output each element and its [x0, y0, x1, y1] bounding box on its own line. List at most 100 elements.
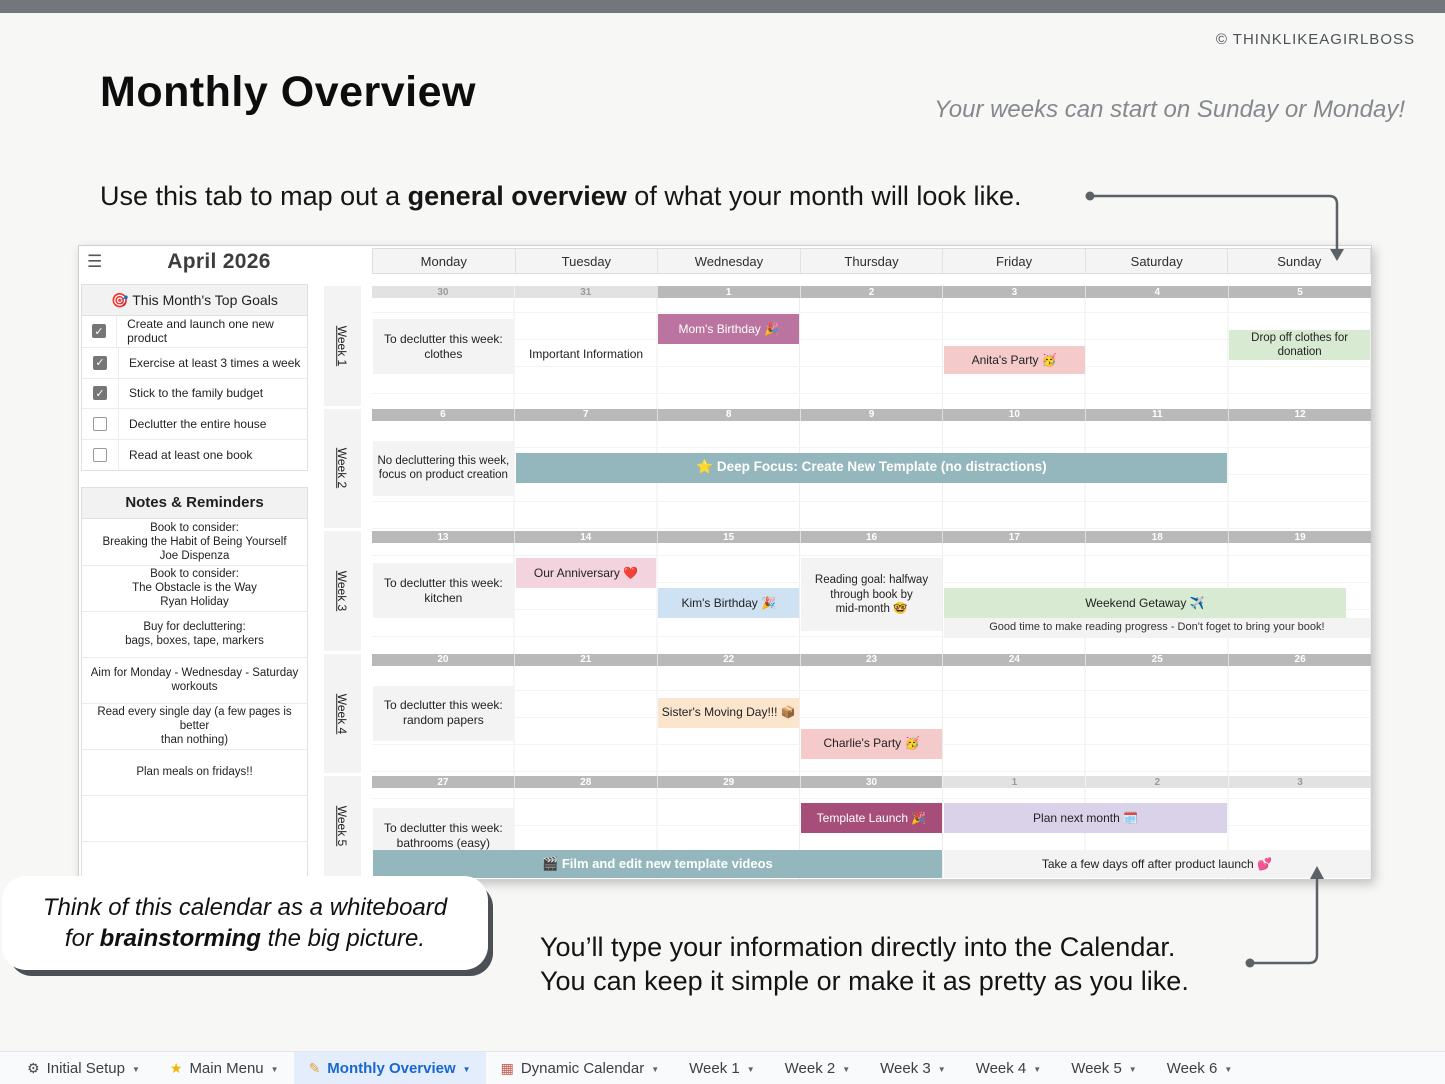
goal-label: Stick to the family budget	[129, 386, 264, 401]
tab-week-4[interactable]: Week 4 ▼	[961, 1052, 1057, 1084]
copyright-text: © THINKLIKEAGIRLBOSS	[1215, 31, 1415, 48]
tab-week-3[interactable]: Week 3 ▼	[865, 1052, 961, 1084]
week-label-block: Week 1	[324, 286, 361, 408]
goal-checkbox[interactable]: ✓	[93, 386, 107, 401]
tab-label: Week 4	[975, 1059, 1027, 1077]
tab-main-menu[interactable]: ★ Main Menu ▼	[155, 1052, 294, 1084]
note-row[interactable]: Aim for Monday - Wednesday - Saturday wor…	[82, 656, 307, 703]
bubble-line2-bold: brainstorming	[99, 925, 261, 952]
calendar-event[interactable]: To declutter this week: clothes	[373, 319, 514, 374]
page-title: Monthly Overview	[100, 68, 476, 116]
calendar-event[interactable]: Plan next month 🗓️	[943, 803, 1228, 834]
week-label: Week 1	[335, 325, 350, 367]
note-row[interactable]: Plan meals on fridays!!	[82, 748, 307, 795]
calendar-event[interactable]: To declutter this week: random papers	[373, 685, 514, 741]
calendar-event[interactable]: Weekend Getaway ✈️	[943, 588, 1346, 619]
date-cell: 25	[1085, 653, 1229, 666]
calendar-event[interactable]: Reading goal: halfway through book by mid-…	[801, 558, 942, 632]
date-cell: 1	[656, 286, 800, 298]
day-header-cell: Thursday	[799, 249, 943, 273]
calendar-icon: ▦	[500, 1059, 514, 1076]
tab-label: Monthly Overview	[327, 1059, 456, 1077]
calendar-event[interactable]: Anita's Party 🥳	[943, 346, 1085, 374]
note-row[interactable]	[82, 794, 307, 841]
intro-prefix: Use this tab to map out a	[100, 181, 408, 211]
checkbox-cell	[82, 440, 119, 470]
note-row[interactable]: Buy for decluttering: bags, boxes, tape, …	[82, 610, 307, 657]
calendar-event[interactable]: To declutter this week: kitchen	[373, 563, 514, 619]
goal-row: ✓ Exercise at least 3 times a week	[82, 346, 307, 378]
day-header-cell: Friday	[942, 249, 1085, 273]
intro-bold: general overview	[407, 181, 627, 211]
calendar-event[interactable]: Good time to make reading progress - Don…	[943, 618, 1370, 639]
tab-week-5[interactable]: Week 5 ▼	[1056, 1052, 1152, 1084]
date-cell: 5	[1228, 286, 1371, 298]
date-cell: 23	[799, 653, 943, 666]
calendar-event[interactable]: Important Information	[529, 346, 644, 361]
arrow-end-dot	[1245, 958, 1255, 968]
top-bar	[0, 0, 1445, 13]
goal-checkbox[interactable]	[93, 448, 107, 463]
goal-checkbox[interactable]	[93, 417, 107, 432]
tab-label: Week 6	[1166, 1059, 1218, 1077]
chevron-down-icon: ▼	[746, 1064, 755, 1074]
date-cell: 6	[372, 408, 514, 421]
calendar-event[interactable]: Sister's Moving Day!!! 📦	[658, 697, 800, 728]
goal-row: ✓ Create and launch one new product	[82, 316, 307, 347]
tab-monthly-overview[interactable]: ✎ Monthly Overview ▼	[293, 1052, 486, 1084]
date-cell: 31	[513, 286, 657, 298]
chevron-down-icon: ▼	[270, 1064, 279, 1074]
date-cell: 4	[1085, 286, 1229, 298]
checkbox-cell: ✓	[82, 347, 119, 378]
date-cell: 29	[656, 776, 800, 789]
page-subtitle: Your weeks can start on Sunday or Monday…	[934, 96, 1405, 123]
day-header-cell: Monday	[420, 253, 467, 269]
date-cell: 1	[942, 776, 1086, 789]
note-row[interactable]	[82, 840, 307, 879]
day-header-cell: Sunday	[1227, 249, 1370, 273]
calendar-event[interactable]: Take a few days off after product launch…	[943, 850, 1370, 879]
date-cell: 24	[942, 653, 1086, 666]
date-cell: 8	[656, 408, 800, 421]
calendar-event[interactable]: Mom's Birthday 🎉	[658, 314, 800, 344]
hamburger-menu-icon[interactable]: ☰	[87, 252, 103, 271]
tab-label: Week 2	[784, 1059, 836, 1077]
tab-week-1[interactable]: Week 1 ▼	[674, 1052, 770, 1084]
date-cell: 12	[1228, 408, 1371, 421]
calendar-event[interactable]: 🎬 Film and edit new template videos	[373, 850, 942, 879]
week-label: Week 5	[335, 805, 350, 847]
chevron-down-icon: ▼	[462, 1064, 471, 1074]
calendar-event[interactable]: Our Anniversary ❤️	[515, 558, 657, 589]
calendar-event[interactable]: No decluttering this week, focus on produ…	[373, 440, 514, 496]
date-cell: 2	[799, 286, 943, 298]
date-cell: 3	[1228, 776, 1371, 789]
tab-week-2[interactable]: Week 2 ▼	[770, 1052, 866, 1084]
note-row[interactable]: Read every single day (a few pages is be…	[82, 702, 307, 749]
goal-checkbox[interactable]: ✓	[92, 324, 107, 339]
day-header-row: Monday Tuesday Wednesday Thursday Friday Satu…	[372, 248, 1371, 274]
tab-label: Dynamic Calendar	[520, 1059, 645, 1077]
note-row[interactable]: Book to consider: Breaking the Habit of B…	[102, 521, 287, 562]
tab-week-6[interactable]: Week 6 ▼	[1152, 1052, 1248, 1084]
tab-dynamic-calendar[interactable]: ▦ Dynamic Calendar ▼	[486, 1052, 675, 1084]
calendar-event[interactable]: Charlie's Party 🥳	[801, 728, 942, 759]
outro-line-2: You can keep it simple or make it as pre…	[540, 966, 1189, 996]
date-cell: 18	[1085, 531, 1229, 544]
week-label-block: Week 5	[324, 776, 361, 878]
goal-label: Create and launch one new product	[127, 317, 274, 346]
date-cell: 2	[1085, 776, 1229, 789]
date-cell: 22	[656, 653, 800, 666]
calendar-event[interactable]: Kim's Birthday 🎉	[658, 588, 800, 619]
calendar-event[interactable]: Template Launch 🎉	[801, 803, 942, 834]
note-row[interactable]: Book to consider: The Obstacle is the Way…	[82, 564, 307, 611]
goal-row: ✓ Stick to the family budget	[82, 377, 307, 409]
chevron-down-icon: ▼	[937, 1064, 946, 1074]
date-cell: 30	[372, 286, 514, 298]
tab-initial-setup[interactable]: ⚙ Initial Setup ▼	[12, 1052, 155, 1084]
date-cell: 21	[513, 653, 657, 666]
calendar-event[interactable]: Drop off clothes for donation	[1229, 330, 1370, 360]
calendar-event[interactable]: ⭐ Deep Focus: Create New Template (no di…	[515, 452, 1228, 483]
date-cell: 26	[1228, 653, 1371, 666]
date-band: 13 14 15 16 17 18 19	[372, 531, 1371, 544]
goal-checkbox[interactable]: ✓	[93, 355, 107, 370]
